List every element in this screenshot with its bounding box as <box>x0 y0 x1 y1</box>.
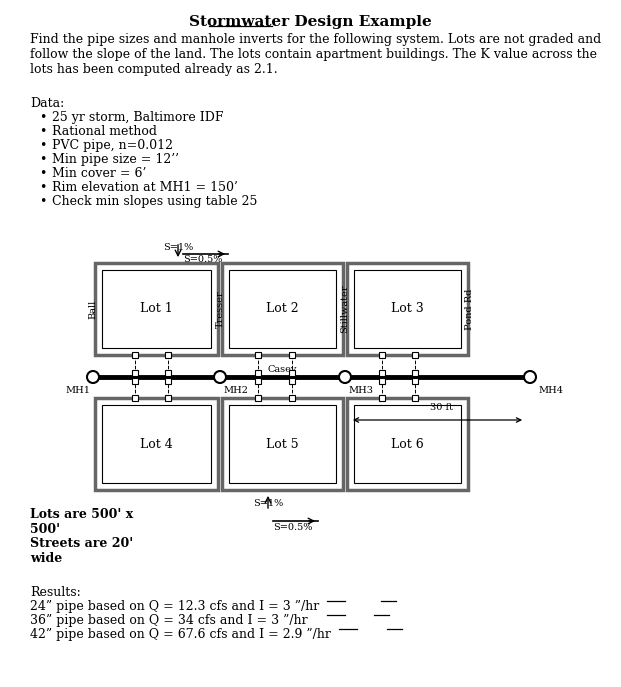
Text: Pond Rd: Pond Rd <box>466 289 474 330</box>
Bar <box>412 352 418 358</box>
Text: 25 yr storm, Baltimore IDF: 25 yr storm, Baltimore IDF <box>52 111 224 124</box>
Bar <box>347 398 468 490</box>
Bar <box>354 270 461 348</box>
Text: •: • <box>39 181 47 194</box>
Text: Lot 6: Lot 6 <box>391 438 424 451</box>
Text: 30 ft: 30 ft <box>430 403 453 412</box>
Bar <box>95 263 218 355</box>
Bar <box>379 395 385 401</box>
Text: Lot 5: Lot 5 <box>266 438 298 451</box>
Circle shape <box>339 371 351 383</box>
Circle shape <box>214 371 226 383</box>
Bar <box>289 370 295 376</box>
Text: MH4: MH4 <box>538 386 563 395</box>
Bar <box>379 352 385 358</box>
Text: MH1: MH1 <box>65 386 90 395</box>
Text: Min cover = 6’: Min cover = 6’ <box>52 167 147 180</box>
Circle shape <box>87 371 99 383</box>
Text: Casey: Casey <box>267 365 297 374</box>
Text: MH3: MH3 <box>348 386 373 395</box>
Text: Stormwater Design Example: Stormwater Design Example <box>189 15 432 29</box>
Text: 36” pipe based on Q = 34 cfs and I = 3 ”/hr: 36” pipe based on Q = 34 cfs and I = 3 ”… <box>30 614 307 627</box>
Text: •: • <box>39 195 47 208</box>
Text: Results:: Results: <box>30 586 81 599</box>
Bar <box>102 405 211 483</box>
Bar <box>289 395 295 401</box>
Text: Min pipe size = 12’’: Min pipe size = 12’’ <box>52 153 179 166</box>
Text: S=1%: S=1% <box>163 243 193 251</box>
Text: S=0.5%: S=0.5% <box>273 523 312 532</box>
Text: Rational method: Rational method <box>52 125 157 138</box>
Bar <box>255 378 261 384</box>
Text: 24” pipe based on Q = 12.3 cfs and I = 3 ”/hr: 24” pipe based on Q = 12.3 cfs and I = 3… <box>30 600 319 613</box>
Text: Lot 2: Lot 2 <box>266 302 298 315</box>
Text: Check min slopes using table 25: Check min slopes using table 25 <box>52 195 257 208</box>
Bar <box>165 352 171 358</box>
Bar <box>95 398 218 490</box>
Text: Lots are 500' x
500': Lots are 500' x 500' <box>30 508 134 536</box>
Text: •: • <box>39 111 47 124</box>
Text: S=0.5%: S=0.5% <box>183 256 222 264</box>
Bar <box>132 370 138 376</box>
Text: •: • <box>39 167 47 180</box>
Bar <box>165 378 171 384</box>
Bar <box>255 370 261 376</box>
Bar <box>412 370 418 376</box>
Text: S=1%: S=1% <box>253 499 283 508</box>
Bar <box>354 405 461 483</box>
Text: Lot 1: Lot 1 <box>140 302 173 315</box>
Bar <box>379 370 385 376</box>
Text: Find the pipe sizes and manhole inverts for the following system. Lots are not g: Find the pipe sizes and manhole inverts … <box>30 33 601 76</box>
Text: Streets are 20'
wide: Streets are 20' wide <box>30 537 134 565</box>
Text: PVC pipe, n=0.012: PVC pipe, n=0.012 <box>52 139 173 152</box>
Text: Tresser: Tresser <box>215 290 225 328</box>
Text: Ball: Ball <box>89 300 97 319</box>
Bar <box>229 270 336 348</box>
Bar <box>289 352 295 358</box>
Text: Stillwater: Stillwater <box>340 284 350 333</box>
Text: 42” pipe based on Q = 67.6 cfs and I = 2.9 ”/hr: 42” pipe based on Q = 67.6 cfs and I = 2… <box>30 628 331 641</box>
Bar <box>412 395 418 401</box>
Text: Lot 3: Lot 3 <box>391 302 424 315</box>
Bar <box>412 378 418 384</box>
Bar <box>132 352 138 358</box>
Text: •: • <box>39 139 47 152</box>
Bar <box>255 352 261 358</box>
Bar <box>229 405 336 483</box>
Bar <box>222 263 343 355</box>
Bar <box>379 378 385 384</box>
Bar <box>289 378 295 384</box>
Bar <box>255 395 261 401</box>
Bar <box>132 378 138 384</box>
Text: •: • <box>39 125 47 138</box>
Bar <box>222 398 343 490</box>
Text: Data:: Data: <box>30 97 64 110</box>
Text: Rim elevation at MH1 = 150’: Rim elevation at MH1 = 150’ <box>52 181 238 194</box>
Bar <box>102 270 211 348</box>
Bar <box>165 395 171 401</box>
Bar <box>132 395 138 401</box>
Text: MH2: MH2 <box>223 386 248 395</box>
Text: Lot 4: Lot 4 <box>140 438 173 451</box>
Bar <box>347 263 468 355</box>
Text: •: • <box>39 153 47 166</box>
Circle shape <box>524 371 536 383</box>
Bar <box>165 370 171 376</box>
